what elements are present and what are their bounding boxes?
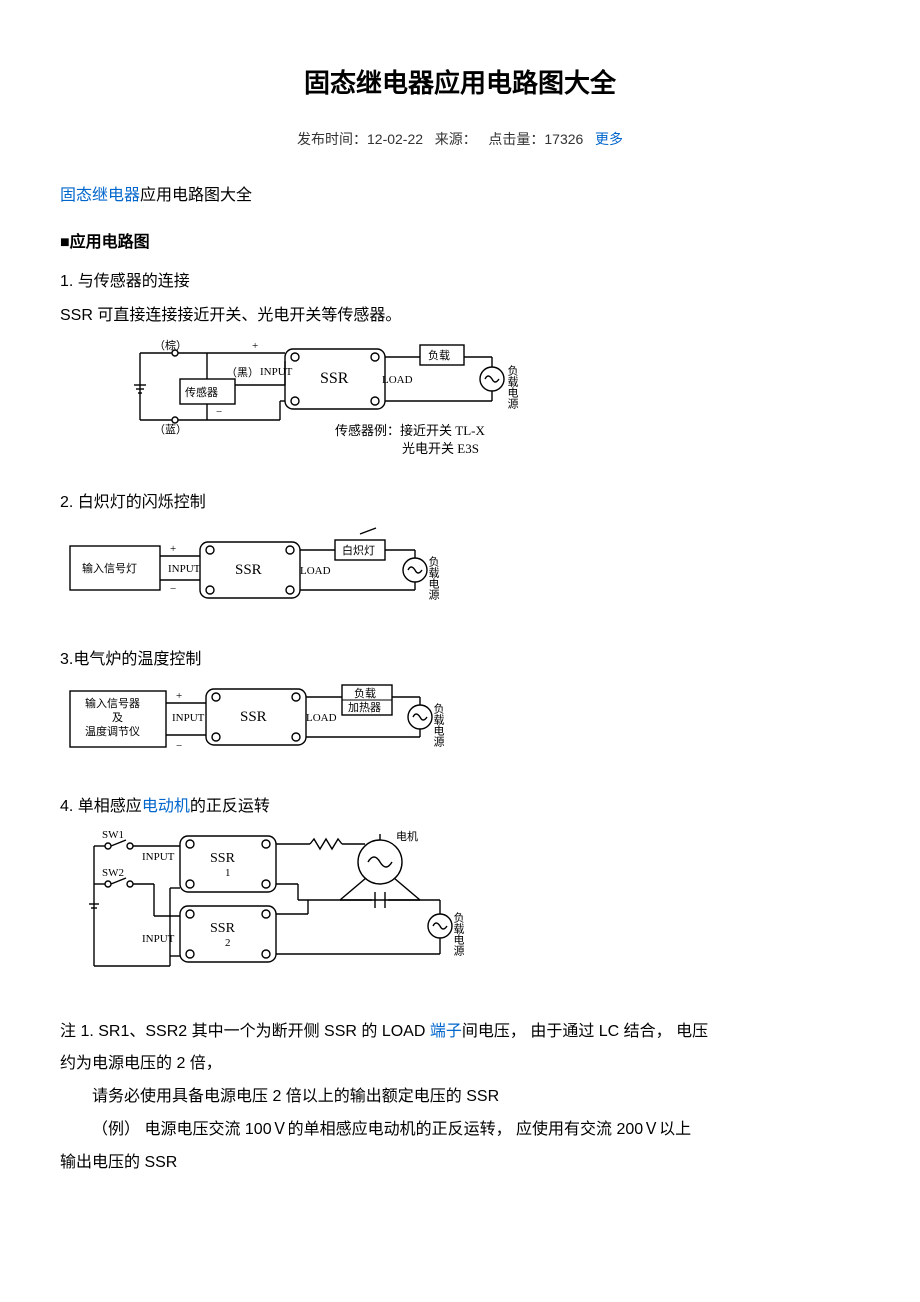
d1-note2: 光电开关 E3S bbox=[402, 441, 479, 456]
d4-ssr1n: 1 bbox=[225, 867, 231, 879]
d2-load: LOAD bbox=[300, 565, 331, 577]
sec1-heading: 1. 与传感器的连接 bbox=[60, 268, 860, 297]
sec1-content: SSR 可直接连接接近开关、光电开关等传感器。 bbox=[60, 302, 860, 331]
publish-date: 12-02-22 bbox=[367, 131, 423, 147]
hits: 17326 bbox=[544, 131, 583, 147]
intro-rest: 应用电路图大全 bbox=[140, 187, 252, 204]
d1-input: INPUT bbox=[260, 366, 293, 378]
sec4-heading: 4. 单相感应电动机的正反运转 bbox=[60, 793, 860, 822]
d1-aclabel: 负载电源 bbox=[506, 364, 519, 410]
sec4-link[interactable]: 电动机 bbox=[142, 798, 190, 815]
d3-plus: + bbox=[176, 690, 182, 702]
intro-line: 固态继电器应用电路图大全 bbox=[60, 182, 860, 211]
d4-ssr2: SSR bbox=[210, 921, 236, 936]
d2-minus: − bbox=[170, 583, 176, 595]
note1-link[interactable]: 端子 bbox=[430, 1023, 462, 1040]
source-label: 来源： bbox=[435, 131, 477, 147]
diagram-lamp: 输入信号灯 + − INPUT SSR LOAD 白炽灯 负载电源 bbox=[60, 522, 860, 622]
sec4-prefix: 单相感应 bbox=[78, 798, 142, 815]
d1-minus: − bbox=[216, 406, 222, 418]
publish-label: 发布时间： bbox=[297, 131, 367, 147]
sec4-idx: 4. bbox=[60, 798, 73, 815]
d4-ac: 负载电源 bbox=[452, 910, 465, 956]
d2-ssr: SSR bbox=[235, 562, 262, 578]
d1-lbl-lefttop: （棕） bbox=[154, 338, 187, 352]
d3-src3: 温度调节仪 bbox=[85, 724, 140, 738]
note1-mid: 间电压， 由于通过 LC 结合， 电压 bbox=[462, 1023, 708, 1040]
diagram-sensor: （棕） （蓝） （黑） 传感器 + − INPUT SSR LOAD 负载 负载… bbox=[120, 335, 860, 465]
d4-input1: INPUT bbox=[142, 851, 175, 863]
d4-sw1: SW1 bbox=[102, 829, 124, 841]
note-line1b: 约为电源电压的 2 倍， bbox=[60, 1050, 860, 1079]
d3-minus: − bbox=[176, 740, 182, 752]
d2-plus: + bbox=[170, 543, 176, 555]
sec2-title: 白炽灯的闪烁控制 bbox=[78, 494, 206, 511]
d3-lb2: 加热器 bbox=[348, 701, 381, 714]
d1-plus: + bbox=[252, 340, 258, 352]
diagram-motor: SW1 SW2 INPUT INPUT SSR 1 SSR 2 电机 负载电源 bbox=[80, 826, 860, 986]
sec3-heading: 3.电气炉的温度控制 bbox=[60, 646, 860, 675]
d4-sw2: SW2 bbox=[102, 867, 124, 879]
d1-lbl-sensor: 传感器 bbox=[185, 386, 218, 399]
note1-prefix: 注 1. SR1、SSR2 其中一个为断开侧 SSR 的 LOAD bbox=[60, 1023, 430, 1040]
d3-lb1: 负载 bbox=[354, 686, 376, 700]
d1-note1: 传感器例：接近开关 TL-X bbox=[335, 423, 485, 438]
sec2-idx: 2. bbox=[60, 494, 73, 511]
more-link[interactable]: 更多 bbox=[595, 131, 623, 147]
d1-ssr: SSR bbox=[320, 370, 349, 387]
note-line3: （例） 电源电压交流 100Ｖ的单相感应电动机的正反运转， 应使用有交流 200… bbox=[60, 1116, 860, 1145]
diagram-heater: 输入信号器 及 温度调节仪 + − INPUT SSR LOAD 负载 加热器 … bbox=[60, 679, 860, 769]
sec1-title: 与传感器的连接 bbox=[78, 273, 190, 290]
d2-src: 输入信号灯 bbox=[82, 561, 137, 575]
note-line3b: 输出电压的 SSR bbox=[60, 1149, 860, 1178]
d1-lbl-leftbot: （蓝） bbox=[154, 423, 187, 436]
d4-ssr1: SSR bbox=[210, 851, 236, 866]
sec2-heading: 2. 白炽灯的闪烁控制 bbox=[60, 489, 860, 518]
meta-line: 发布时间：12-02-22 来源： 点击量：17326 更多 bbox=[60, 127, 860, 152]
hits-label: 点击量： bbox=[488, 131, 544, 147]
section-header: ■应用电路图 bbox=[60, 229, 860, 258]
page-title: 固态继电器应用电路图大全 bbox=[60, 60, 860, 107]
d4-motor: 电机 bbox=[396, 829, 418, 843]
note-line1: 注 1. SR1、SSR2 其中一个为断开侧 SSR 的 LOAD 端子间电压，… bbox=[60, 1018, 860, 1047]
sec3-idx: 3. bbox=[60, 651, 73, 668]
d3-input: INPUT bbox=[172, 712, 205, 724]
notes-block: 注 1. SR1、SSR2 其中一个为断开侧 SSR 的 LOAD 端子间电压，… bbox=[60, 1018, 860, 1178]
sec1-idx: 1. bbox=[60, 273, 73, 290]
d4-input2: INPUT bbox=[142, 933, 175, 945]
sec3-title: 电气炉的温度控制 bbox=[73, 651, 201, 668]
d1-load: LOAD bbox=[382, 374, 413, 386]
d1-lbl-mid: （黑） bbox=[226, 366, 259, 379]
intro-link[interactable]: 固态继电器 bbox=[60, 187, 140, 204]
d3-load: LOAD bbox=[306, 712, 337, 724]
d3-src2: 及 bbox=[112, 712, 123, 724]
d2-input: INPUT bbox=[168, 563, 201, 575]
sec4-suffix: 的正反运转 bbox=[190, 798, 270, 815]
note-line2: 请务必使用具备电源电压 2 倍以上的输出额定电压的 SSR bbox=[60, 1083, 860, 1112]
d1-loadbox: 负载 bbox=[428, 348, 450, 362]
d2-ac: 负载电源 bbox=[427, 555, 440, 601]
d2-loadbox: 白炽灯 bbox=[342, 543, 375, 557]
d3-ac: 负载电源 bbox=[432, 701, 445, 747]
d3-ssr: SSR bbox=[240, 709, 267, 725]
d3-src1: 输入信号器 bbox=[85, 696, 140, 710]
d4-ssr2n: 2 bbox=[225, 937, 231, 949]
